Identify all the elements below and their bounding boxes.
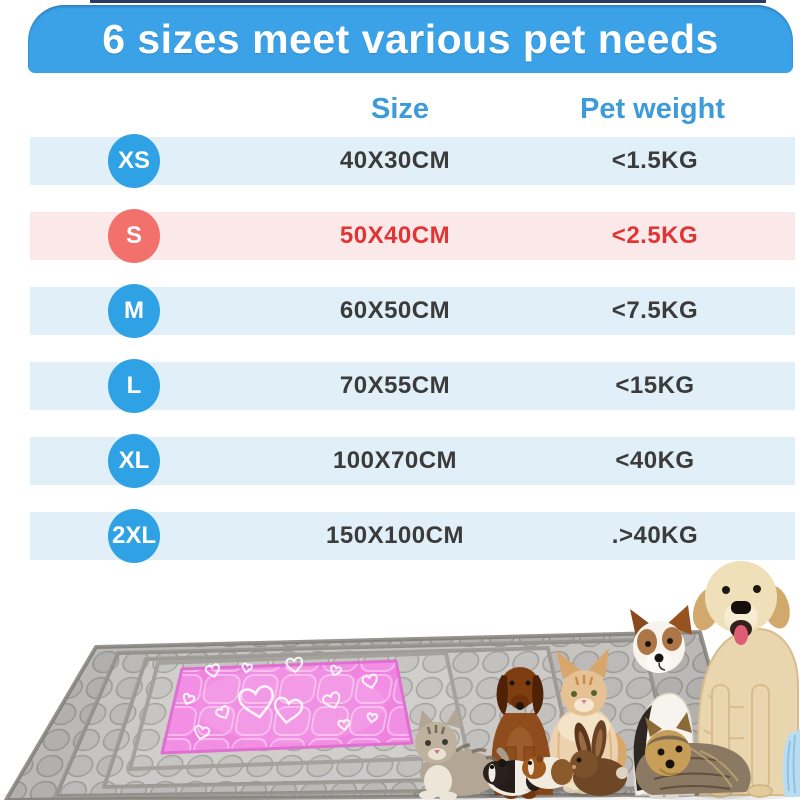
column-header-pet-weight: Pet weight [579,93,725,125]
tabby-cat [413,708,510,800]
page-title: 6 sizes meet various pet needs [102,15,719,62]
pink-heart-cooling-mat [160,656,414,755]
size-value: 50X40CM [339,222,451,249]
size-value: 60X50CM [339,297,451,324]
weight-value: <7.5KG [611,297,699,324]
weight-value: <15KG [615,372,695,399]
brown-rabbit [567,720,628,798]
weight-value: .>40KG [611,522,699,549]
table-row: XL 100X70CM <40KG [30,434,795,488]
table-row: M 60X50CM <7.5KG [30,284,795,338]
product-photo-scene [0,561,800,800]
table-row: 2XL 150X100CM .>40KG [30,509,795,563]
size-value: 150X100CM [326,522,464,549]
table-row: XS 40X30CM <1.5KG [30,134,795,188]
title-banner: 6 sizes meet various pet needs [28,5,793,73]
brown-white-guinea-pig [522,755,573,794]
table-row-highlighted: S 50X40CM <2.5KG [30,209,795,263]
blue-product-edge [782,729,800,797]
weight-value: <2.5KG [611,222,699,249]
size-badge: S [108,209,160,263]
size-value: 40X30CM [339,147,451,174]
size-badge: L [108,359,160,413]
size-badge: XL [108,434,160,488]
size-value: 70X55CM [339,372,451,399]
size-badge: XS [108,134,160,188]
size-value: 100X70CM [332,447,458,474]
weight-value: <40KG [615,447,695,474]
black-white-guinea-pig [483,759,542,799]
size-badge: 2XL [108,509,160,563]
weight-value: <1.5KG [611,147,699,174]
size-badge: M [108,284,160,338]
yorkshire-terrier-dog [635,712,751,800]
table-row: L 70X55CM <15KG [30,359,795,413]
column-header-size: Size [370,93,430,125]
top-accent-strip [90,0,766,3]
